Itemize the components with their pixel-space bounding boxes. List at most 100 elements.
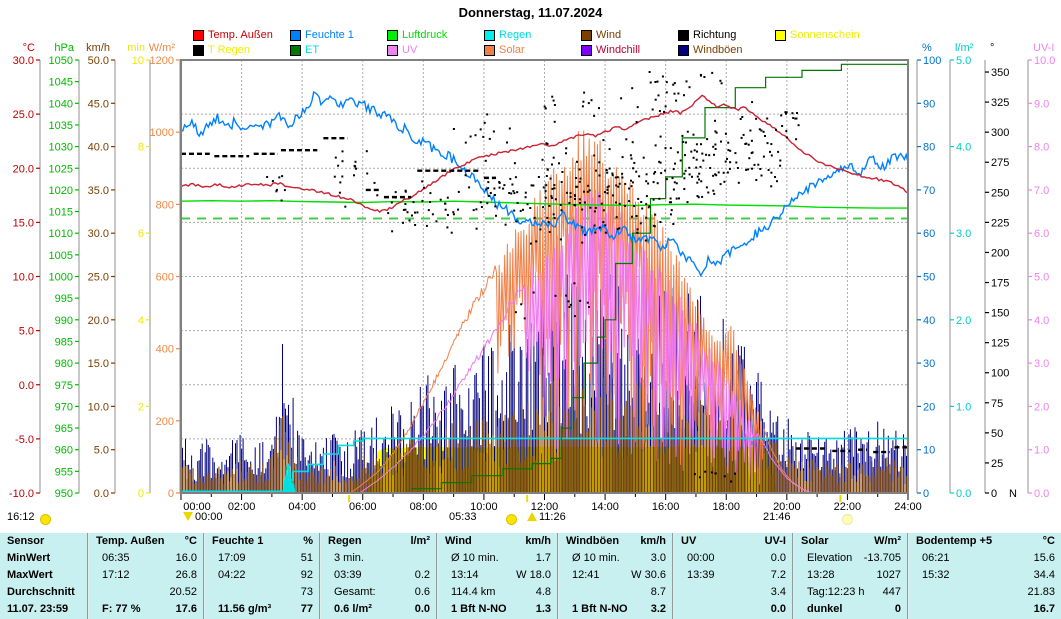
time-tick-label: 00:00 [183, 501, 211, 513]
table-column-windb-en: Windböen km/h Ø 10 min. 3.0 12:41 W 30.6 8.7 1 … [557, 533, 672, 619]
axis-kmh-tick-label: 25.0 [88, 272, 109, 284]
plot-frame [180, 59, 909, 494]
axis-hpa-tick-label: 1050 [49, 55, 73, 67]
table-cell-value: 4.8 [535, 586, 551, 598]
axis-wm2-tick-label: 1200 [150, 55, 174, 67]
legend-label: Luftdruck [402, 29, 448, 41]
table-cell-label: 13:39 [687, 569, 715, 581]
table-cell-value: 0.0 [770, 603, 786, 615]
legend-item-richtung: Richtung [678, 29, 736, 41]
axis-minu-tick-label: 10 [132, 55, 144, 67]
table-cell-value: 16.7 [1033, 603, 1055, 615]
table-cell-value: 16.0 [175, 552, 197, 564]
table-cell-label [212, 584, 218, 601]
axis-hpa-unit: hPa [54, 42, 74, 54]
table-cell-value: 51 [300, 552, 313, 564]
table-cell-label: 06:35 [102, 552, 130, 564]
legend-item-et: ET [290, 44, 319, 56]
time-tick-label: 04:00 [288, 501, 316, 513]
axis-uvi-tick-label: 10.0 [1034, 55, 1055, 67]
axis-hpa-tick-label: 1005 [49, 250, 73, 262]
time-tick-label: 22:00 [834, 501, 862, 513]
table-row: 06:21 15.6 [909, 550, 1061, 567]
table-cell-label: Windböen [566, 535, 620, 547]
axis-lm2-unit: l/m² [955, 42, 974, 54]
table-cell-label: dunkel [807, 603, 843, 615]
table-row: Ø 10 min. 3.0 [559, 550, 672, 567]
axis-deg-tick-label: 250 [991, 187, 1009, 199]
legend-label: Wind [596, 29, 622, 41]
axis-wm2-tick-label: 200 [156, 416, 174, 428]
series-group [180, 63, 909, 494]
axis-minu-unit: min [127, 42, 145, 54]
table-cell-label: 17:12 [102, 569, 130, 581]
axis-deg-tick-label: 350 [991, 67, 1009, 79]
table-row: 06:35 16.0 [89, 550, 203, 567]
axis-uvi-tick-label: 6.0 [1034, 228, 1049, 240]
table-cell-label: Wind [445, 535, 472, 547]
axis-kmh-tick-label: 30.0 [88, 228, 109, 240]
table-cell-label: 04:22 [218, 569, 246, 581]
axis-hpa-tick-label: 1045 [49, 77, 73, 89]
table-cell-value: 0 [894, 603, 901, 615]
table-cell-label: Ø 10 min. [451, 552, 499, 564]
axis-lm2-tick-label: 5.0 [956, 55, 971, 67]
table-column-uv: UV UV-I 00:00 0.0 13:39 7.2 3.4 0.0 [672, 533, 792, 619]
table-row-label: 11.07. 23:59 [0, 601, 87, 618]
axis-deg-tick-label: 300 [991, 127, 1009, 139]
table-row: Wind km/h [438, 533, 557, 550]
axis-hpa-tick-label: 1035 [49, 120, 73, 132]
table-cell-value: 77 [300, 603, 313, 615]
axis-wm2-tick-label: 800 [156, 199, 174, 211]
row-label-text: 11.07. 23:59 [7, 603, 69, 615]
table-cell-value: °C [1042, 535, 1055, 547]
table-row: 1 Bft N-NO 1.3 [438, 601, 557, 618]
axis-temp-tick-label: 20.0 [13, 163, 34, 175]
legend-item-uv: UV [387, 44, 417, 56]
legend-item-luftdruck: Luftdruck [387, 29, 447, 41]
axis-pct-unit: % [922, 42, 932, 54]
legend-label: UV [402, 44, 418, 56]
axis-temp-tick-label: 30.0 [13, 55, 34, 67]
table-cell-label: 114.4 km [451, 586, 496, 598]
table-row-label: MinWert [0, 550, 87, 567]
axis-deg-tick-label: 200 [991, 247, 1009, 259]
axis-deg-unit: ° [990, 42, 994, 54]
axis-deg: 0 N 25 50 75 100 125 150 175 200 225 250 275 300 325 35… [984, 42, 1017, 500]
table-cell-value: 3.2 [650, 603, 666, 615]
axis-uvi-tick-label: 4.0 [1034, 315, 1049, 327]
table-cell-value: W 18.0 [516, 569, 551, 581]
legend-item-wind: Wind [581, 29, 621, 41]
table-cell-value: 0.0 [770, 552, 786, 564]
table-cell-label: 00:00 [687, 552, 715, 564]
legend-swatch [290, 44, 301, 56]
series-richtung-dashes [181, 136, 908, 454]
legend-item-windb-en: Windböen [678, 44, 743, 56]
legend-item-sonnenschein: Sonnenschein [775, 29, 860, 41]
table-row: Windböen km/h [559, 533, 672, 550]
page-title: Donnerstag, 11.07.2024 [458, 5, 603, 20]
legend-label: Richtung [693, 29, 737, 41]
axis-temp-tick-label: -5.0 [15, 434, 34, 446]
axis-uvi-tick-label: 5.0 [1034, 272, 1049, 284]
axis-temp-tick-label: 0.0 [19, 380, 34, 392]
marker-time-label: 21:46 [763, 511, 791, 523]
legend-label: Feuchte 1 [305, 29, 354, 41]
table-row: 73 [205, 584, 319, 601]
axis-kmh-tick-label: 20.0 [88, 315, 109, 327]
legend-swatch [387, 29, 398, 41]
table-cell-value: 15.6 [1033, 552, 1055, 564]
table-cell-label: UV [681, 535, 697, 547]
legend-swatch [484, 44, 495, 56]
time-tick-label: 08:00 [410, 501, 438, 513]
table-cell-label: 11.56 g/m³ [218, 603, 272, 615]
axis-uvi-tick-label: 9.0 [1034, 98, 1049, 110]
legend-swatch [193, 44, 204, 56]
sun-icon [506, 514, 517, 525]
table-cell-value: 92 [300, 569, 313, 581]
table-cell-value: 7.2 [770, 569, 786, 581]
table-cell-value: % [303, 535, 313, 547]
legend-item-t-regen: T Regen [193, 44, 250, 56]
